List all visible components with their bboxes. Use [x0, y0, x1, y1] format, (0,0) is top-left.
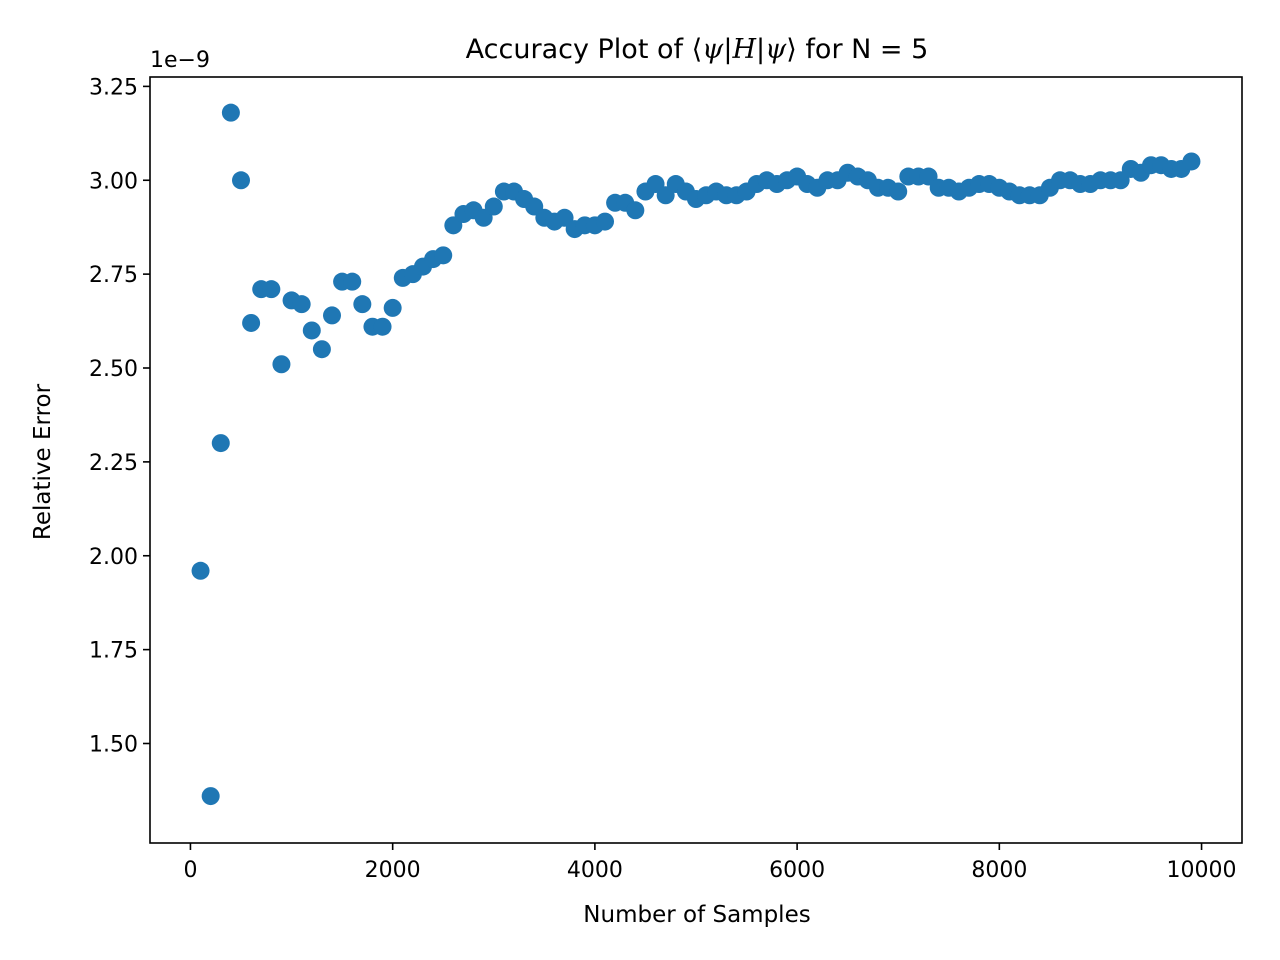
data-point [353, 295, 372, 314]
y-tick-label: 3.00 [89, 169, 138, 194]
x-tick-label: 6000 [769, 858, 825, 883]
x-tick-label: 8000 [971, 858, 1027, 883]
x-tick-label: 2000 [365, 858, 421, 883]
data-point [343, 272, 362, 291]
y-tick-label: 2.00 [89, 545, 138, 570]
x-tick-label: 0 [183, 858, 197, 883]
data-point [211, 434, 230, 453]
data-point [1182, 152, 1201, 171]
data-point [221, 103, 240, 122]
title-psi-1: ψ [702, 34, 724, 65]
y-tick-label: 3.25 [89, 75, 138, 100]
y-tick-label: 1.75 [89, 639, 138, 664]
title-bar-2: | [756, 34, 765, 65]
title-bar-1: | [723, 34, 732, 65]
data-point [292, 295, 311, 314]
title-operator: H [731, 34, 756, 65]
x-tick-label: 10000 [1167, 858, 1237, 883]
title-bra-open: ⟨ [692, 34, 703, 65]
data-point [302, 321, 321, 340]
data-point [201, 787, 220, 806]
y-tick-label: 2.25 [89, 451, 138, 476]
data-point [272, 355, 291, 374]
data-point [232, 171, 250, 190]
data-point [596, 212, 614, 231]
data-point [383, 298, 402, 317]
data-point [242, 313, 261, 332]
data-point [312, 340, 331, 359]
x-axis-ticks: 0 2000 4000 6000 8000 10000 [183, 843, 1237, 883]
y-axis-ticks: 1.50 1.75 2.00 2.25 2.50 2.75 3.00 3.25 [89, 75, 150, 757]
y-tick-label: 2.75 [89, 263, 138, 288]
data-point [434, 246, 453, 265]
y-tick-label: 2.50 [89, 357, 138, 382]
title-psi-2: ψ [765, 34, 787, 65]
title-prefix: Accuracy Plot of [466, 34, 692, 65]
data-point [323, 306, 341, 325]
y-axis-label: Relative Error [30, 383, 56, 540]
data-point [191, 561, 210, 580]
title-suffix: for N = 5 [797, 34, 928, 65]
data-point [626, 201, 645, 220]
x-axis-label: Number of Samples [583, 902, 810, 928]
x-tick-label: 4000 [567, 858, 623, 883]
data-point [484, 197, 503, 216]
data-points [191, 103, 1201, 806]
data-point [262, 280, 281, 299]
data-point [889, 182, 908, 201]
y-offset-label: 1e−9 [150, 48, 210, 73]
plot-area-frame [149, 76, 1243, 844]
y-tick-label: 1.50 [89, 732, 138, 757]
title-ket-close: ⟩ [786, 34, 797, 65]
data-point [373, 317, 392, 336]
chart-title: Accuracy Plot of ⟨ψ|H|ψ⟩ for N = 5 [466, 34, 929, 65]
